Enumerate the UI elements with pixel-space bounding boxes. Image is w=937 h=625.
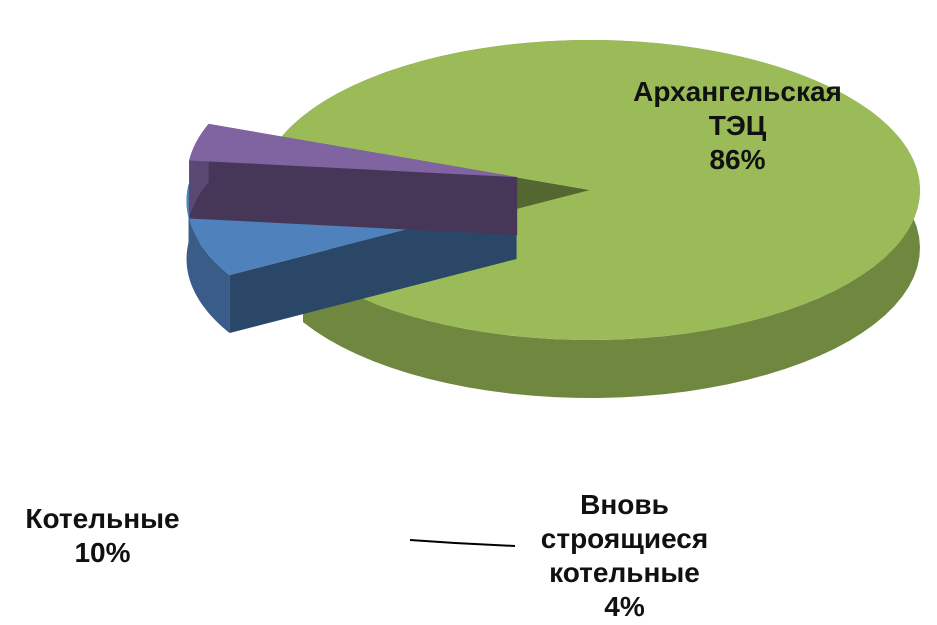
value-label: 10% [74, 537, 131, 568]
slice-label: Котельные 10% [0, 502, 205, 570]
slice-label: Вновь строящиеся котельные 4% [512, 488, 737, 624]
value-label: 86% [709, 144, 766, 175]
value-label: 4% [604, 591, 645, 622]
pie-slice [189, 123, 518, 178]
slice-side [186, 184, 230, 334]
category-label: Котельные [25, 503, 180, 534]
leader-line [409, 539, 516, 547]
slice-label: Архангельская ТЭЦ 86% [625, 75, 850, 177]
category-label: Архангельская ТЭЦ [633, 76, 842, 141]
category-label: Вновь строящиеся котельные [540, 489, 709, 588]
